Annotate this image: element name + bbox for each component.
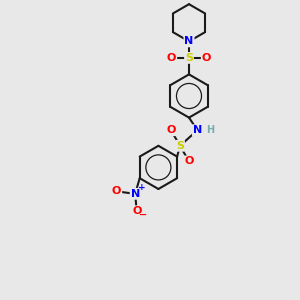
Text: O: O <box>166 125 176 135</box>
Text: O: O <box>112 186 121 197</box>
Text: O: O <box>132 206 141 216</box>
Text: N: N <box>130 189 140 199</box>
Text: N: N <box>184 36 194 46</box>
Text: O: O <box>167 53 176 63</box>
Text: N: N <box>193 125 202 135</box>
Text: S: S <box>176 141 184 151</box>
Text: +: + <box>138 183 146 192</box>
Text: O: O <box>202 53 211 63</box>
Text: O: O <box>184 156 194 167</box>
Text: S: S <box>185 53 193 63</box>
Text: −: − <box>139 210 147 220</box>
Text: H: H <box>206 125 214 135</box>
